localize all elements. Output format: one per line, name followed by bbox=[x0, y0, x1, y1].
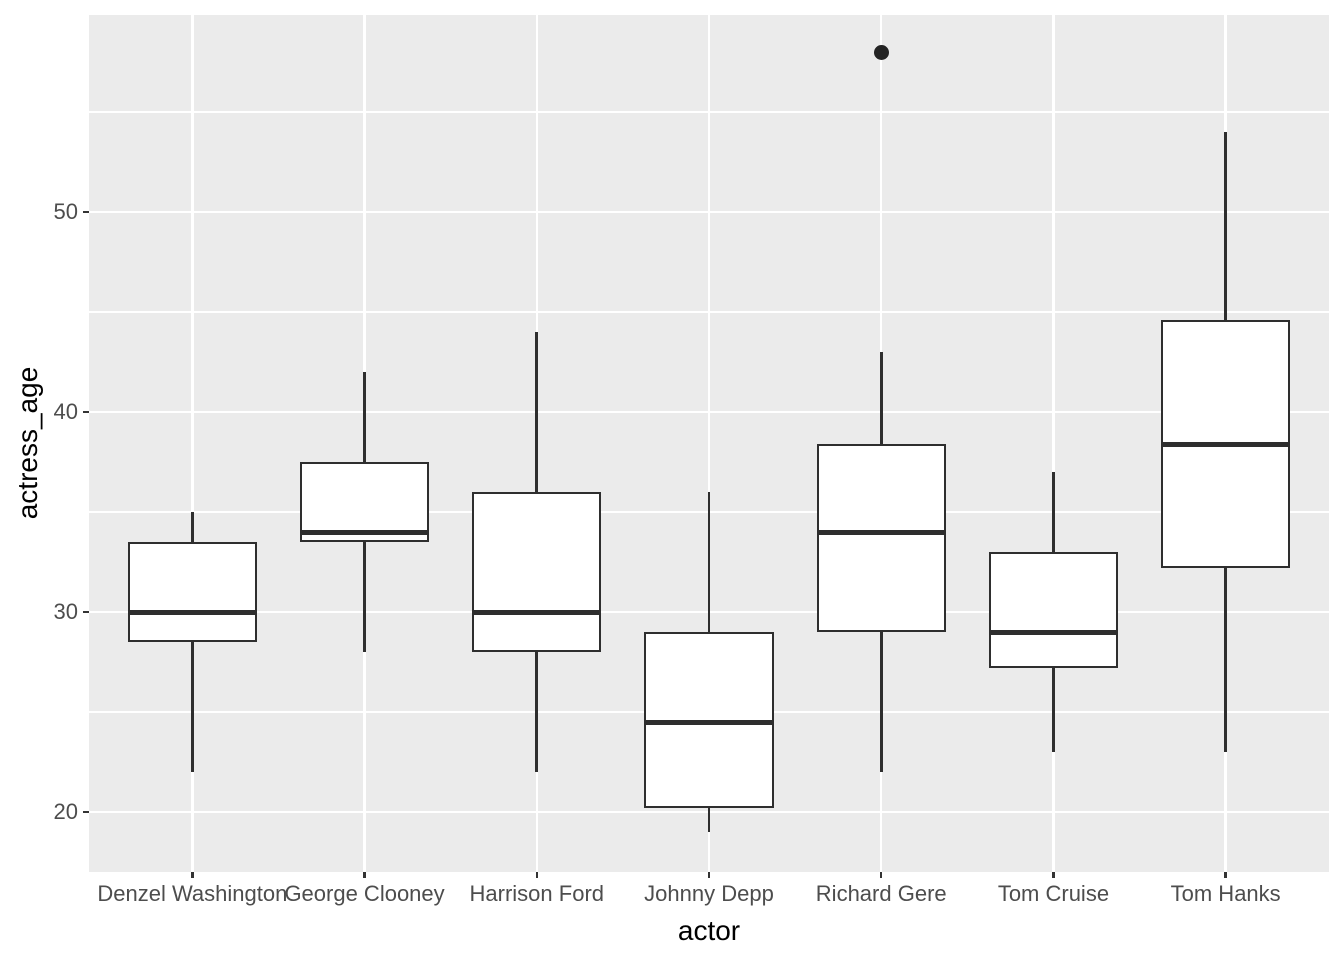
x-tick-mark bbox=[191, 872, 194, 878]
plot-panel bbox=[89, 15, 1329, 872]
y-tick-mark bbox=[83, 810, 89, 814]
x-tick-mark bbox=[1052, 872, 1055, 878]
x-tick-label: George Clooney bbox=[284, 881, 445, 906]
boxplot-outlier-point bbox=[873, 44, 889, 60]
boxplot-whisker-lower bbox=[1052, 668, 1055, 752]
y-tick-label: 20 bbox=[53, 799, 78, 824]
x-tick-mark bbox=[707, 872, 711, 878]
boxplot-median bbox=[644, 719, 774, 725]
boxplot-whisker-lower bbox=[707, 808, 711, 832]
x-tick-mark bbox=[363, 872, 366, 878]
boxplot-median bbox=[299, 529, 430, 535]
x-tick-label: Denzel Washington bbox=[97, 881, 288, 906]
boxplot-whisker-lower bbox=[535, 652, 539, 772]
boxplot-whisker-upper bbox=[707, 492, 711, 632]
x-axis-title: actor bbox=[677, 915, 741, 946]
boxplot-median bbox=[1161, 441, 1291, 447]
boxplot-whisker-upper bbox=[363, 372, 366, 462]
boxplot-box bbox=[472, 492, 602, 652]
x-tick-label: Richard Gere bbox=[815, 881, 947, 906]
gridline-major-v bbox=[1052, 15, 1055, 872]
boxplot-whisker-lower bbox=[879, 632, 883, 772]
gridline-major-v bbox=[191, 15, 194, 872]
boxplot-box bbox=[988, 552, 1119, 668]
x-tick-label: Johnny Depp bbox=[644, 881, 774, 906]
boxplot-median bbox=[988, 629, 1119, 635]
y-tick-label: 40 bbox=[53, 399, 78, 424]
x-tick-mark bbox=[1224, 872, 1227, 878]
x-tick-mark bbox=[535, 872, 539, 878]
boxplot-box bbox=[816, 444, 946, 632]
boxplot-whisker-upper bbox=[1052, 472, 1055, 552]
boxplot-median bbox=[127, 609, 257, 615]
x-tick-mark bbox=[879, 872, 883, 878]
x-tick-label: Tom Hanks bbox=[1170, 881, 1281, 906]
x-tick-label: Tom Cruise bbox=[997, 881, 1110, 906]
boxplot-whisker-upper bbox=[879, 352, 883, 444]
boxplot-whisker-upper bbox=[1224, 132, 1227, 320]
y-tick-mark bbox=[83, 410, 89, 414]
boxplot-whisker-lower bbox=[363, 542, 366, 652]
boxplot-median bbox=[816, 529, 946, 535]
boxplot-whisker-upper bbox=[191, 512, 194, 542]
boxplot-box bbox=[127, 542, 257, 642]
boxplot-whisker-upper bbox=[535, 332, 539, 492]
y-tick-mark bbox=[83, 210, 89, 214]
boxplot-box bbox=[299, 462, 430, 542]
boxplot-whisker-lower bbox=[191, 642, 194, 772]
y-tick-label: 50 bbox=[53, 199, 78, 224]
y-tick-mark bbox=[83, 610, 89, 614]
x-tick-label: Harrison Ford bbox=[469, 881, 605, 906]
boxplot-median bbox=[472, 609, 602, 615]
y-axis-title: actress_age bbox=[12, 366, 43, 520]
boxplot-whisker-lower bbox=[1224, 568, 1227, 752]
y-tick-label: 30 bbox=[53, 599, 78, 624]
gridline-major-v bbox=[707, 15, 711, 872]
